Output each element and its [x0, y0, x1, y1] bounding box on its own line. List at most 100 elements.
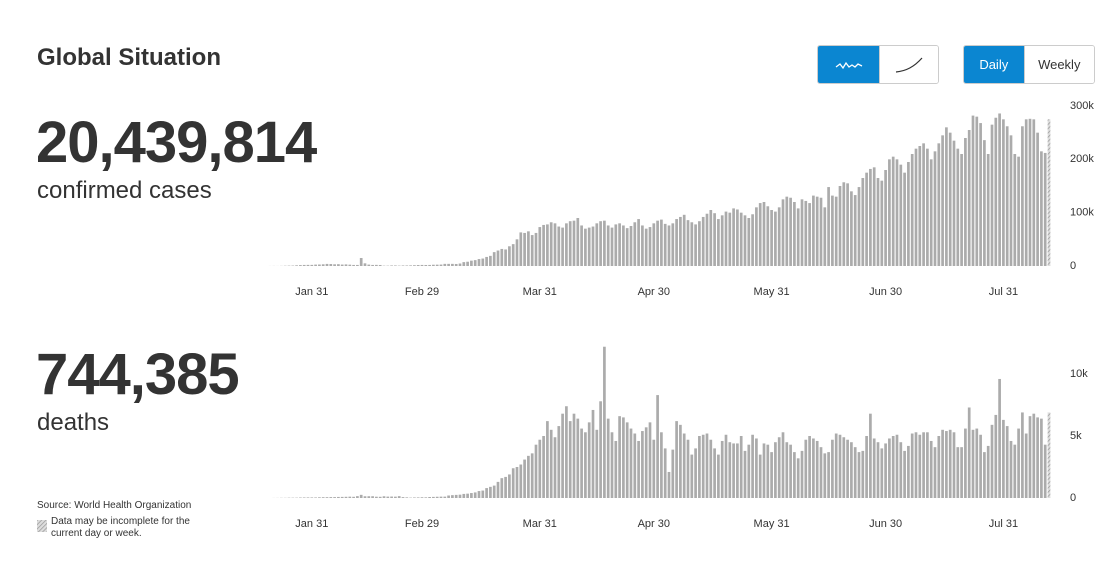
bar	[872, 167, 876, 266]
bar	[1005, 426, 1009, 498]
daily-bars-button[interactable]	[818, 46, 880, 83]
bar	[1002, 419, 1005, 498]
cumulative-button[interactable]	[879, 46, 938, 83]
bar	[576, 418, 580, 498]
bar	[413, 265, 416, 266]
bar	[758, 203, 762, 266]
bar	[344, 264, 348, 266]
bar	[344, 496, 348, 498]
period-toggle: Daily Weekly	[963, 45, 1095, 84]
bar	[352, 496, 355, 498]
bar	[933, 151, 937, 266]
bar	[671, 449, 675, 498]
bar	[755, 438, 758, 498]
bar	[439, 264, 443, 266]
y-tick-label: 200k	[1070, 153, 1094, 165]
bar	[375, 264, 378, 266]
bar	[766, 444, 770, 498]
bar	[983, 452, 986, 498]
bar	[853, 447, 857, 498]
bar	[625, 228, 629, 266]
bar	[777, 207, 781, 266]
bar	[454, 263, 458, 266]
bar	[451, 495, 454, 498]
bar	[553, 223, 557, 266]
bar	[652, 223, 656, 266]
bar	[956, 148, 960, 266]
bar	[534, 232, 538, 266]
bar	[857, 452, 861, 498]
title: Global Situation	[37, 44, 221, 71]
bar	[762, 443, 766, 498]
bar	[899, 164, 903, 266]
bar	[314, 497, 317, 498]
bar	[918, 434, 922, 498]
bar	[538, 439, 542, 498]
bar	[367, 496, 371, 498]
bar	[439, 496, 443, 498]
bar	[895, 434, 899, 498]
bar	[994, 414, 998, 498]
bar	[884, 170, 887, 266]
bar	[736, 443, 739, 498]
bar	[394, 496, 397, 498]
deaths-label: deaths	[37, 409, 110, 436]
bar	[530, 453, 534, 498]
y-tick-label: 300k	[1070, 100, 1094, 112]
bar	[606, 225, 610, 266]
bar	[663, 223, 667, 266]
bar	[739, 436, 743, 498]
bar	[948, 132, 952, 266]
bar	[838, 186, 842, 266]
bar	[1036, 417, 1039, 498]
bar	[823, 207, 827, 266]
bar	[929, 440, 933, 498]
bar	[606, 418, 610, 498]
bar	[329, 264, 333, 266]
bar	[1032, 413, 1036, 498]
bar	[747, 218, 751, 266]
bar	[819, 447, 823, 498]
bar	[1043, 152, 1047, 266]
bar	[770, 210, 773, 266]
bar	[314, 264, 317, 266]
bar	[515, 239, 519, 266]
bar	[956, 447, 960, 498]
bar	[644, 427, 648, 498]
bar	[720, 215, 724, 266]
daily-button[interactable]: Daily	[964, 46, 1024, 83]
bar	[922, 432, 925, 498]
bar	[348, 496, 352, 498]
bar	[834, 433, 838, 498]
bar	[557, 426, 561, 498]
bar	[424, 497, 428, 498]
bar	[800, 450, 804, 498]
x-tick-label: Mar 31	[523, 518, 557, 530]
bar	[789, 197, 792, 266]
bar	[530, 235, 534, 266]
bar	[929, 159, 933, 266]
bar	[815, 440, 819, 498]
bar	[804, 200, 808, 266]
bar	[466, 493, 469, 498]
cases-total: 20,439,814	[36, 110, 317, 175]
bar	[1040, 418, 1043, 498]
bar	[549, 429, 553, 498]
y-tick-label: 10k	[1070, 368, 1088, 380]
bar	[663, 448, 667, 498]
bar	[736, 209, 739, 266]
bar	[660, 432, 663, 498]
bar	[416, 265, 420, 266]
bar	[337, 496, 340, 498]
weekly-button[interactable]: Weekly	[1023, 46, 1094, 83]
bar	[1017, 156, 1020, 266]
bar	[679, 216, 682, 266]
bar	[907, 445, 910, 498]
bar	[671, 223, 675, 266]
bar	[789, 444, 792, 498]
bar	[728, 442, 732, 498]
bar	[914, 148, 918, 266]
bar	[500, 248, 504, 266]
bar	[679, 424, 682, 498]
